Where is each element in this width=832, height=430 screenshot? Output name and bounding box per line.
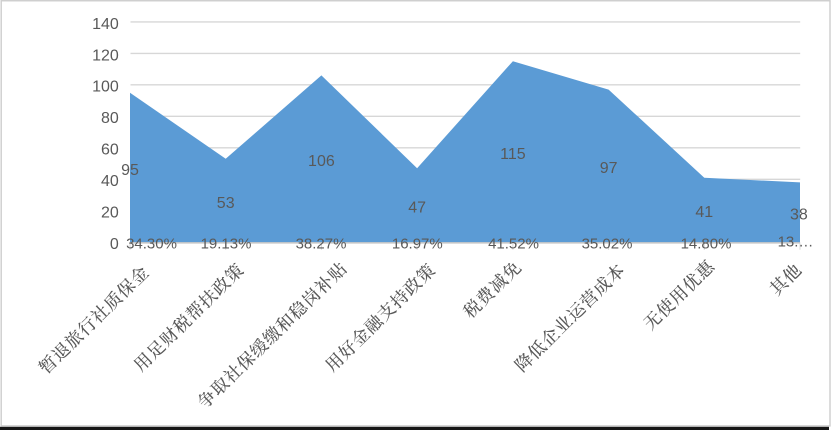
svg-text:41.52%: 41.52% [488, 236, 539, 253]
svg-text:53: 53 [217, 195, 235, 212]
svg-text:35.02%: 35.02% [582, 236, 633, 253]
svg-text:0: 0 [110, 236, 119, 253]
svg-text:97: 97 [600, 160, 618, 177]
svg-text:95: 95 [121, 162, 139, 179]
svg-text:120: 120 [92, 47, 119, 64]
svg-text:13.…: 13.… [778, 234, 814, 251]
svg-text:14.80%: 14.80% [681, 236, 732, 253]
svg-text:115: 115 [500, 146, 526, 163]
svg-text:38: 38 [790, 207, 808, 224]
svg-text:40: 40 [101, 173, 119, 190]
svg-text:47: 47 [408, 200, 426, 217]
svg-text:106: 106 [308, 153, 335, 170]
svg-text:16.97%: 16.97% [392, 236, 443, 253]
svg-text:19.13%: 19.13% [201, 236, 252, 253]
svg-text:60: 60 [101, 142, 119, 159]
svg-text:38.27%: 38.27% [296, 236, 347, 253]
svg-text:41: 41 [695, 204, 713, 221]
svg-text:140: 140 [92, 16, 119, 33]
svg-text:100: 100 [92, 79, 119, 96]
svg-text:20: 20 [101, 205, 119, 222]
svg-text:34.30%: 34.30% [126, 236, 177, 253]
svg-text:80: 80 [101, 110, 119, 127]
